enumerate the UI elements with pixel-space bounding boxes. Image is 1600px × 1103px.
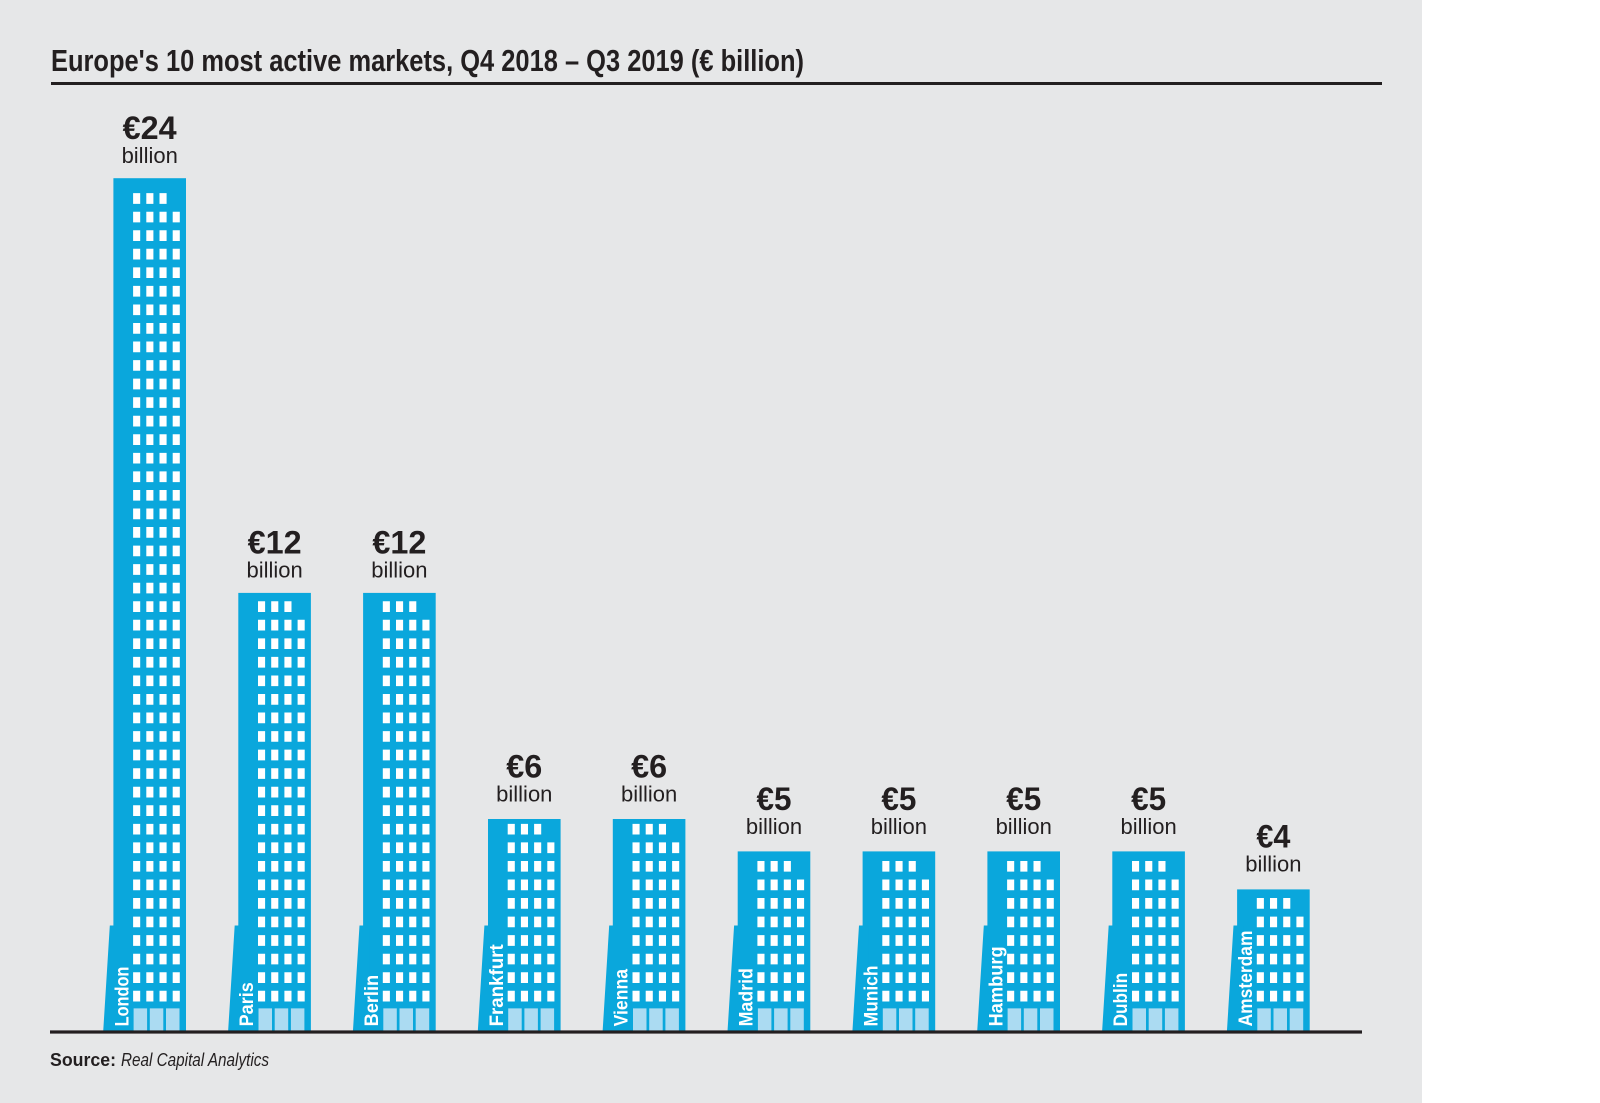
svg-text:billion: billion	[371, 558, 427, 583]
svg-text:Amsterdam: Amsterdam	[1236, 931, 1257, 1027]
svg-text:billion: billion	[496, 782, 552, 807]
svg-text:billion: billion	[621, 782, 677, 807]
svg-text:billion: billion	[996, 814, 1052, 839]
svg-text:€5: €5	[1006, 781, 1041, 817]
svg-text:Madrid: Madrid	[737, 968, 758, 1026]
svg-text:London: London	[112, 967, 133, 1027]
svg-text:Paris: Paris	[237, 982, 258, 1026]
svg-text:€12: €12	[248, 525, 302, 561]
svg-text:Frankfurt: Frankfurt	[487, 944, 508, 1027]
svg-text:€6: €6	[506, 749, 542, 785]
svg-text:€4: €4	[1256, 818, 1290, 854]
svg-text:billion: billion	[246, 558, 302, 583]
svg-text:€5: €5	[881, 781, 916, 817]
svg-text:billion: billion	[746, 814, 802, 839]
svg-text:€24: €24	[123, 110, 177, 146]
svg-text:€5: €5	[757, 781, 792, 817]
svg-text:billion: billion	[871, 814, 927, 839]
svg-text:Source:: Source:	[50, 1050, 116, 1070]
svg-text:Dublin: Dublin	[1111, 973, 1132, 1027]
svg-text:Vienna: Vienna	[612, 969, 633, 1027]
svg-text:Hamburg: Hamburg	[986, 946, 1007, 1026]
svg-text:billion: billion	[1120, 814, 1176, 839]
svg-text:Munich: Munich	[862, 966, 883, 1027]
svg-text:€5: €5	[1131, 781, 1166, 817]
svg-text:billion: billion	[1245, 851, 1301, 876]
svg-text:billion: billion	[122, 143, 178, 168]
svg-text:Real Capital Analytics: Real Capital Analytics	[121, 1050, 269, 1070]
svg-text:€12: €12	[372, 525, 426, 561]
svg-text:€6: €6	[631, 749, 667, 785]
svg-text:Europe's 10 most active market: Europe's 10 most active markets, Q4 2018…	[51, 43, 804, 78]
svg-text:Berlin: Berlin	[362, 975, 383, 1027]
